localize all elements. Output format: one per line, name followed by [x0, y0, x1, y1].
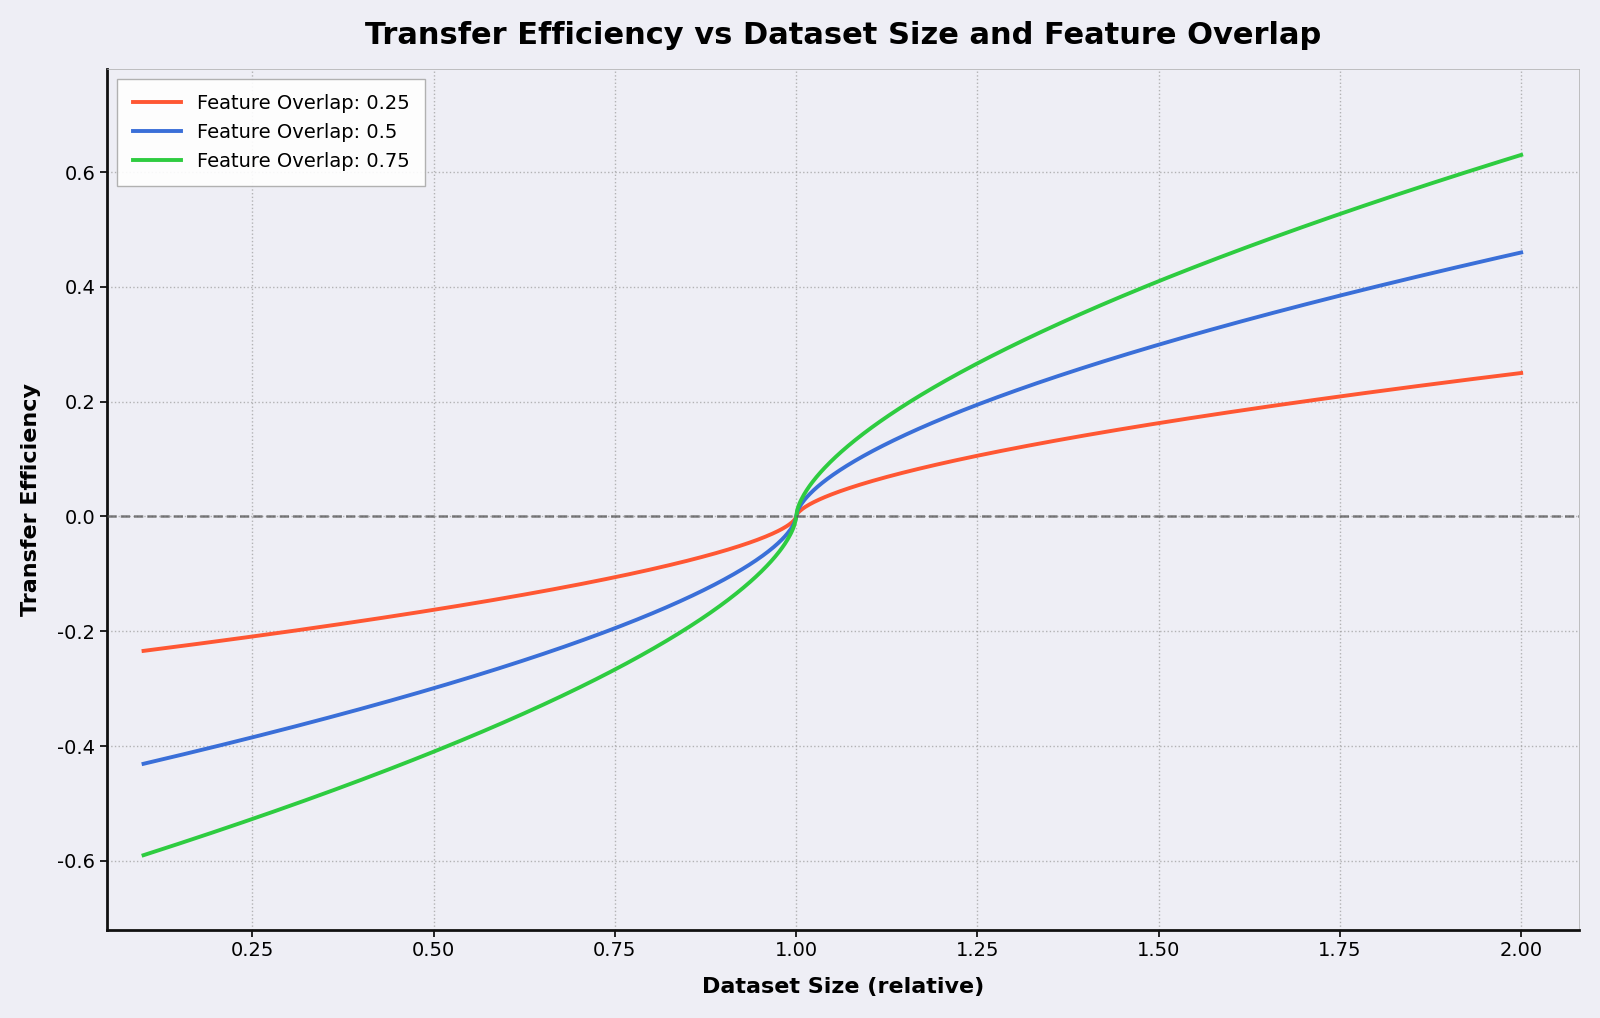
Feature Overlap: 0.75: (0.294, -0.508): 0.75: (0.294, -0.508): [275, 802, 294, 814]
Feature Overlap: 0.25: (0.294, -0.201): 0.25: (0.294, -0.201): [275, 626, 294, 638]
Feature Overlap: 0.75: (2, 0.63): 0.75: (2, 0.63): [1512, 149, 1531, 161]
Line: Feature Overlap: 0.75: Feature Overlap: 0.75: [144, 155, 1522, 855]
Feature Overlap: 0.5: (0.1, -0.431): 0.5: (0.1, -0.431): [134, 757, 154, 770]
Feature Overlap: 0.75: (1.4, 0.36): 0.75: (1.4, 0.36): [1080, 304, 1099, 317]
Feature Overlap: 0.25: (1.4, 0.143): 0.25: (1.4, 0.143): [1080, 429, 1099, 441]
Feature Overlap: 0.75: (1.62, 0.466): 0.75: (1.62, 0.466): [1234, 242, 1253, 254]
Feature Overlap: 0.25: (1.58, 0.179): 0.25: (1.58, 0.179): [1208, 408, 1227, 420]
Feature Overlap: 0.25: (0.937, -0.0451): 0.25: (0.937, -0.0451): [741, 536, 760, 549]
Feature Overlap: 0.5: (0.868, -0.131): 0.5: (0.868, -0.131): [691, 585, 710, 598]
Feature Overlap: 0.75: (0.1, -0.59): 0.75: (0.1, -0.59): [134, 849, 154, 861]
Feature Overlap: 0.5: (0.294, -0.371): 0.5: (0.294, -0.371): [275, 723, 294, 735]
Feature Overlap: 0.75: (1.58, 0.45): 0.75: (1.58, 0.45): [1208, 252, 1227, 265]
Feature Overlap: 0.5: (2, 0.46): 0.5: (2, 0.46): [1512, 246, 1531, 259]
Feature Overlap: 0.5: (1.58, 0.329): 0.5: (1.58, 0.329): [1208, 322, 1227, 334]
Feature Overlap: 0.5: (1.4, 0.263): 0.5: (1.4, 0.263): [1080, 359, 1099, 372]
Feature Overlap: 0.5: (1.62, 0.341): 0.5: (1.62, 0.341): [1234, 315, 1253, 327]
Feature Overlap: 0.75: (0.937, -0.114): 0.75: (0.937, -0.114): [741, 575, 760, 587]
Feature Overlap: 0.25: (1.62, 0.185): 0.25: (1.62, 0.185): [1234, 404, 1253, 416]
Feature Overlap: 0.5: (0.937, -0.083): 0.5: (0.937, -0.083): [741, 558, 760, 570]
Y-axis label: Transfer Efficiency: Transfer Efficiency: [21, 383, 42, 616]
Legend: Feature Overlap: 0.25, Feature Overlap: 0.5, Feature Overlap: 0.75: Feature Overlap: 0.25, Feature Overlap: …: [117, 78, 426, 186]
Line: Feature Overlap: 0.25: Feature Overlap: 0.25: [144, 373, 1522, 651]
Line: Feature Overlap: 0.5: Feature Overlap: 0.5: [144, 252, 1522, 764]
Feature Overlap: 0.25: (0.1, -0.234): 0.25: (0.1, -0.234): [134, 644, 154, 657]
Title: Transfer Efficiency vs Dataset Size and Feature Overlap: Transfer Efficiency vs Dataset Size and …: [365, 20, 1322, 50]
Feature Overlap: 0.25: (0.868, -0.0711): 0.25: (0.868, -0.0711): [691, 551, 710, 563]
Feature Overlap: 0.25: (2, 0.25): 0.25: (2, 0.25): [1512, 366, 1531, 379]
Feature Overlap: 0.75: (0.868, -0.179): 0.75: (0.868, -0.179): [691, 613, 710, 625]
X-axis label: Dataset Size (relative): Dataset Size (relative): [702, 977, 984, 998]
